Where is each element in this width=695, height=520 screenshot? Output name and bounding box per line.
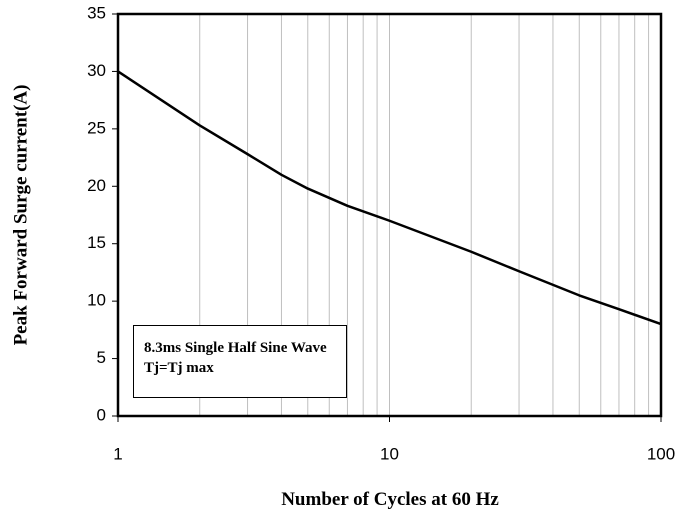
x-tick-label: 1 <box>113 444 122 463</box>
annotation-box: 8.3ms Single Half Sine Wave Tj=Tj max <box>133 325 347 398</box>
y-tick-label: 15 <box>87 233 106 252</box>
x-axis-label: Number of Cycles at 60 Hz <box>281 489 499 510</box>
y-tick-label: 30 <box>87 61 106 80</box>
y-tick-label: 10 <box>87 291 106 310</box>
x-tick-label: 10 <box>380 444 399 463</box>
x-tick-label: 100 <box>647 444 675 463</box>
y-tick-label: 25 <box>87 118 106 137</box>
line-series <box>117 70 662 326</box>
y-tick-label: 0 <box>97 405 106 424</box>
y-tick-label: 35 <box>87 3 106 22</box>
plot-frame <box>116 12 663 418</box>
y-axis-label: Peak Forward Surge current(A) <box>10 85 31 346</box>
y-tick-label: 20 <box>87 176 106 195</box>
annotation: 8.3ms Single Half Sine Wave Tj=Tj max <box>133 325 347 398</box>
y-tick-label: 5 <box>97 348 106 367</box>
